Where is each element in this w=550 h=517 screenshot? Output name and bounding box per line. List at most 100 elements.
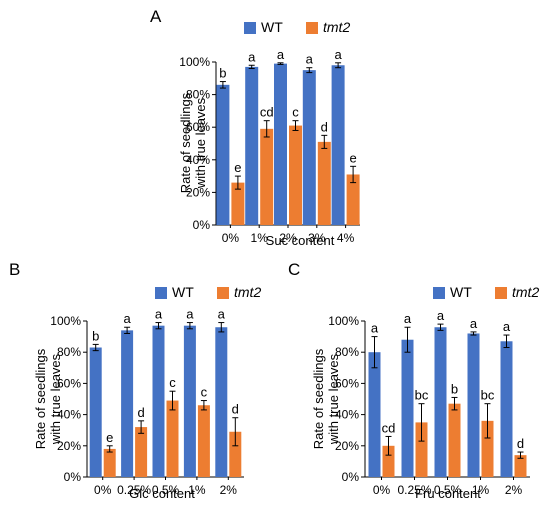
significance-label: a — [371, 321, 379, 336]
bar-wt — [121, 330, 134, 477]
x-axis-label: Glc content — [129, 486, 195, 501]
x-tick-label: 1% — [251, 231, 269, 245]
bar-tmt2 — [260, 128, 274, 225]
bar-wt — [331, 65, 345, 225]
significance-label: a — [123, 311, 131, 326]
y-tick-label: 60% — [186, 120, 210, 134]
bar-tmt2 — [317, 141, 331, 225]
bar-wt — [152, 325, 165, 477]
x-tick-label: 0.5% — [152, 483, 180, 497]
legend-swatch-tmt2 — [217, 287, 229, 299]
bar-wt — [500, 341, 513, 477]
significance-label: c — [169, 375, 176, 390]
bar-wt — [401, 339, 414, 477]
y-axis-label-line: with true leaves — [193, 97, 208, 189]
bar-tmt2 — [346, 174, 360, 225]
panel-letter: C — [288, 260, 300, 279]
significance-label: e — [106, 430, 113, 445]
legend-swatch-tmt2 — [306, 22, 318, 34]
x-tick-label: 2% — [279, 231, 297, 245]
bar-wt — [302, 70, 316, 226]
bar-tmt2 — [514, 455, 527, 477]
y-tick-label: 40% — [186, 153, 210, 167]
significance-label: c — [292, 105, 299, 120]
significance-label: a — [503, 319, 511, 334]
legend-label-tmt2: tmt2 — [512, 284, 539, 300]
legend-label-tmt2: tmt2 — [234, 284, 261, 300]
significance-label: d — [321, 119, 328, 134]
x-tick-label: 1% — [188, 483, 206, 497]
y-axis-label-line: with true leaves — [326, 353, 341, 445]
y-tick-label: 20% — [335, 439, 359, 453]
significance-label: e — [234, 160, 241, 175]
x-tick-label: 0.25% — [397, 483, 431, 497]
y-tick-label: 40% — [57, 408, 81, 422]
legend-label-wt: WT — [261, 19, 283, 35]
panel-a: A WT tmt2 Rate of seedlingswith true leaves… — [150, 7, 360, 248]
bar-wt — [467, 333, 480, 477]
significance-label: b — [219, 66, 226, 81]
y-tick-label: 0% — [342, 470, 360, 484]
significance-label: d — [137, 405, 144, 420]
significance-label: d — [517, 436, 524, 451]
bar-tmt2 — [166, 400, 179, 477]
legend-swatch-wt — [155, 287, 167, 299]
x-tick-label: 3% — [308, 231, 326, 245]
bar-tmt2 — [197, 405, 210, 477]
legend-label-wt: WT — [450, 284, 472, 300]
legend-swatch-tmt2 — [495, 287, 507, 299]
significance-label: a — [218, 307, 226, 322]
bar-tmt2 — [448, 403, 461, 477]
significance-label: bc — [481, 388, 495, 403]
significance-label: a — [186, 307, 194, 322]
legend-label-tmt2: tmt2 — [323, 19, 350, 35]
y-tick-label: 100% — [328, 314, 359, 328]
x-tick-label: 4% — [337, 231, 355, 245]
legend-swatch-wt — [244, 22, 256, 34]
significance-label: a — [404, 311, 412, 326]
panel-c: C WT tmt2 Rate of seedlingswith true leaves… — [288, 260, 539, 501]
y-axis-label-line: Rate of seedlings — [178, 92, 193, 193]
y-tick-label: 20% — [186, 185, 210, 199]
y-tick-label: 0% — [64, 470, 82, 484]
bar-tmt2 — [231, 182, 245, 225]
x-tick-label: 1% — [472, 483, 490, 497]
bar-wt — [183, 325, 196, 477]
bar-tmt2 — [103, 448, 116, 477]
significance-label: a — [470, 316, 478, 331]
y-axis-label: Rate of seedlingswith true leaves — [33, 348, 63, 449]
x-tick-label: 0.25% — [117, 483, 151, 497]
bar-wt — [434, 327, 447, 477]
panel-letter: B — [9, 260, 20, 279]
x-tick-label: 0.5% — [434, 483, 462, 497]
bar-wt — [245, 66, 259, 225]
y-axis-label: Rate of seedlingswith true leaves — [311, 348, 341, 449]
significance-label: a — [334, 47, 342, 62]
legend-label-wt: WT — [172, 284, 194, 300]
significance-label: a — [155, 307, 163, 322]
bar-tmt2 — [481, 420, 494, 477]
y-tick-label: 20% — [57, 439, 81, 453]
y-tick-label: 40% — [335, 408, 359, 422]
y-tick-label: 80% — [335, 345, 359, 359]
legend-swatch-wt — [433, 287, 445, 299]
significance-label: b — [92, 328, 99, 343]
y-axis-label-line: Rate of seedlings — [311, 348, 326, 449]
x-tick-label: 0% — [222, 231, 240, 245]
bar-wt — [368, 352, 381, 477]
panel-b: B WT tmt2 Rate of seedlingswith true leaves… — [9, 260, 261, 501]
y-tick-label: 0% — [193, 218, 211, 232]
y-tick-label: 60% — [335, 376, 359, 390]
y-tick-label: 100% — [50, 314, 81, 328]
x-tick-label: 2% — [505, 483, 523, 497]
bar-tmt2 — [382, 445, 395, 477]
significance-label: e — [349, 150, 356, 165]
significance-label: a — [306, 52, 314, 67]
significance-label: a — [437, 308, 445, 323]
significance-label: cd — [260, 105, 274, 120]
bar-wt — [215, 327, 228, 477]
x-tick-label: 0% — [94, 483, 112, 497]
bar-wt — [89, 347, 102, 477]
bar-tmt2 — [289, 125, 302, 225]
significance-label: d — [232, 402, 239, 417]
